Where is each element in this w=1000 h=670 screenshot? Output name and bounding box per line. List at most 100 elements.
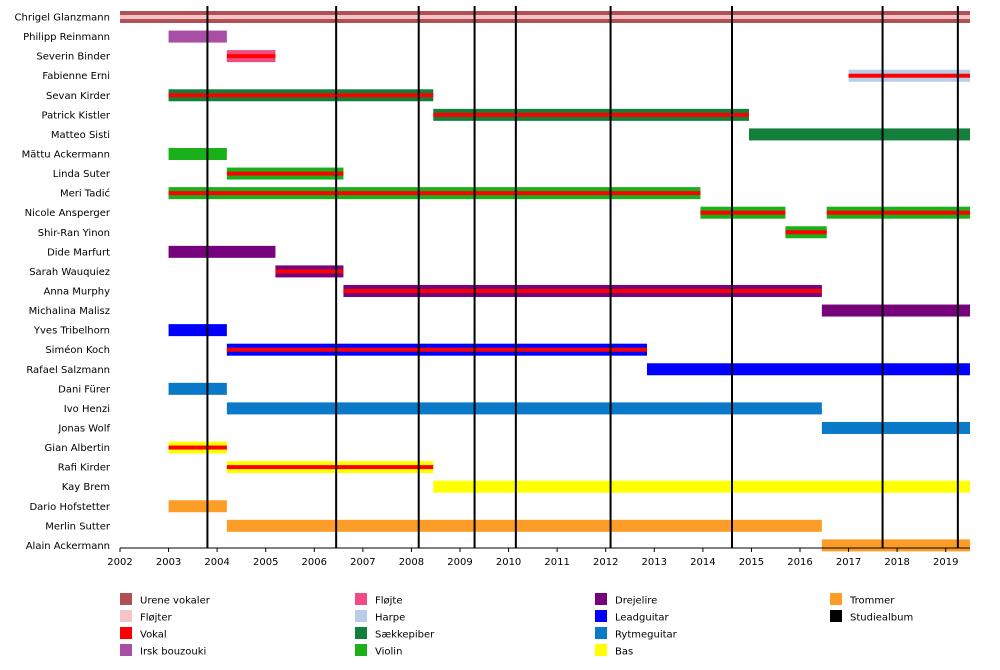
member-labels: Chrigel Glanzmann Philipp Reinmann Severin… [15, 13, 111, 552]
legend-swatch [120, 610, 132, 622]
x-tick-label: 2013 [642, 557, 667, 568]
member-bars [120, 11, 970, 552]
x-axis: 2002 2003 2004 2005 2006 2007 2008 2009 2010 2011… [107, 547, 970, 568]
legend-label: Fløjte [375, 596, 403, 607]
member-label: Philipp Reinmann [23, 32, 110, 43]
member-bar-stripe [826, 210, 970, 215]
x-tick-label: 2019 [933, 557, 958, 568]
member-label: Michalina Malisz [29, 306, 110, 317]
member-bar-stripe [168, 93, 434, 98]
member-bar-stripe [700, 210, 786, 215]
member-label: Rafael Salzmann [26, 365, 110, 376]
x-tick-label: 2010 [496, 557, 521, 568]
album-lines [206, 6, 959, 548]
legend-label: Trommer [849, 596, 895, 607]
x-tick-label: 2015 [739, 557, 764, 568]
member-label: Ivo Henzi [64, 404, 110, 415]
member-label: Jonas Wolf [57, 423, 110, 434]
x-tick-label: 2004 [204, 557, 229, 568]
member-bar [226, 402, 822, 415]
member-bar-stripe [120, 15, 970, 19]
x-tick-label: 2003 [156, 557, 181, 568]
legend-swatch [595, 644, 607, 656]
legend-label: Harpe [375, 613, 405, 624]
legend-label: Drejelire [615, 596, 657, 607]
x-tick-label: 2007 [350, 557, 375, 568]
legend-label: Violin [375, 647, 402, 658]
member-bar [433, 480, 970, 493]
x-tick-label: 2017 [836, 557, 861, 568]
member-bar [821, 421, 970, 434]
member-bar-stripe [226, 171, 344, 176]
x-tick-label: 2011 [544, 557, 569, 568]
member-label: Linda Suter [53, 169, 111, 180]
legend-label: Bas [615, 647, 633, 658]
x-tick-label: 2009 [447, 557, 472, 568]
legend-swatch [120, 644, 132, 656]
member-label: Alain Ackermann [26, 541, 110, 552]
member-bar-stripe [226, 54, 276, 59]
member-label: Rafi Kirder [58, 463, 111, 474]
member-bar [168, 324, 227, 337]
member-label: Patrick Kistler [42, 110, 111, 121]
legend-swatch [830, 593, 842, 605]
member-label: Mättu Ackermann [22, 149, 110, 160]
member-bar [168, 500, 227, 513]
member-label: Gian Albertin [45, 443, 110, 454]
legend: Urene vokaler Fløjter Vokal Irsk bouzouki Fl… [120, 593, 913, 658]
legend-swatch [355, 610, 367, 622]
member-bar-stripe [226, 347, 647, 352]
legend-label: Leadguitar [615, 613, 670, 624]
legend-swatch [595, 593, 607, 605]
member-label: Dario Hofstetter [29, 502, 110, 513]
legend-swatch [355, 593, 367, 605]
member-label: Dani Fürer [58, 384, 111, 395]
member-label: Kay Brem [62, 482, 110, 493]
member-label: Anna Murphy [43, 286, 110, 297]
member-label: Fabienne Erni [42, 71, 110, 82]
legend-label: Sækkepiber [375, 630, 435, 641]
x-tick-label: 2008 [399, 557, 424, 568]
member-label: Sevan Kirder [46, 91, 111, 102]
x-tick-label: 2012 [593, 557, 618, 568]
member-label: Meri Tadić [60, 188, 110, 200]
member-bar-stripe [785, 230, 827, 235]
legend-swatch [120, 627, 132, 639]
x-tick-label: 2016 [787, 557, 812, 568]
legend-swatch [120, 593, 132, 605]
member-label: Shir-Ran Yinon [38, 228, 110, 239]
member-label: Siméon Koch [45, 344, 110, 356]
member-bar [226, 519, 822, 532]
x-tick-label: 2014 [690, 557, 715, 568]
member-bar [647, 363, 970, 376]
legend-swatch [595, 627, 607, 639]
member-bar-stripe [848, 73, 970, 78]
member-label: Matteo Sisti [51, 130, 110, 141]
legend-label: Studiealbum [850, 613, 913, 624]
member-bar-stripe [226, 465, 434, 470]
legend-swatch [595, 610, 607, 622]
member-bar [168, 147, 227, 160]
member-label: Chrigel Glanzmann [15, 13, 110, 24]
member-bar [821, 539, 970, 552]
member-label: Dide Marfurt [47, 247, 110, 258]
member-bar [821, 304, 970, 317]
x-tick-label: 2006 [302, 557, 327, 568]
member-bar [749, 128, 970, 141]
member-bar-stripe [433, 112, 749, 117]
member-bar-stripe [343, 288, 822, 293]
legend-swatch [355, 627, 367, 639]
legend-label: Urene vokaler [140, 596, 211, 607]
member-bar-stripe [168, 191, 701, 196]
x-tick-label: 2002 [107, 557, 132, 568]
member-bar [168, 30, 227, 43]
legend-label: Irsk bouzouki [140, 647, 206, 658]
x-tick-label: 2005 [253, 557, 278, 568]
legend-swatch [355, 644, 367, 656]
member-bar-stripe [275, 269, 344, 274]
member-label: Merlin Sutter [45, 521, 111, 532]
member-label: Sarah Wauquiez [29, 267, 110, 278]
member-bar [168, 245, 276, 258]
member-label: Severin Binder [36, 52, 110, 63]
legend-label: Rytmeguitar [615, 630, 678, 641]
